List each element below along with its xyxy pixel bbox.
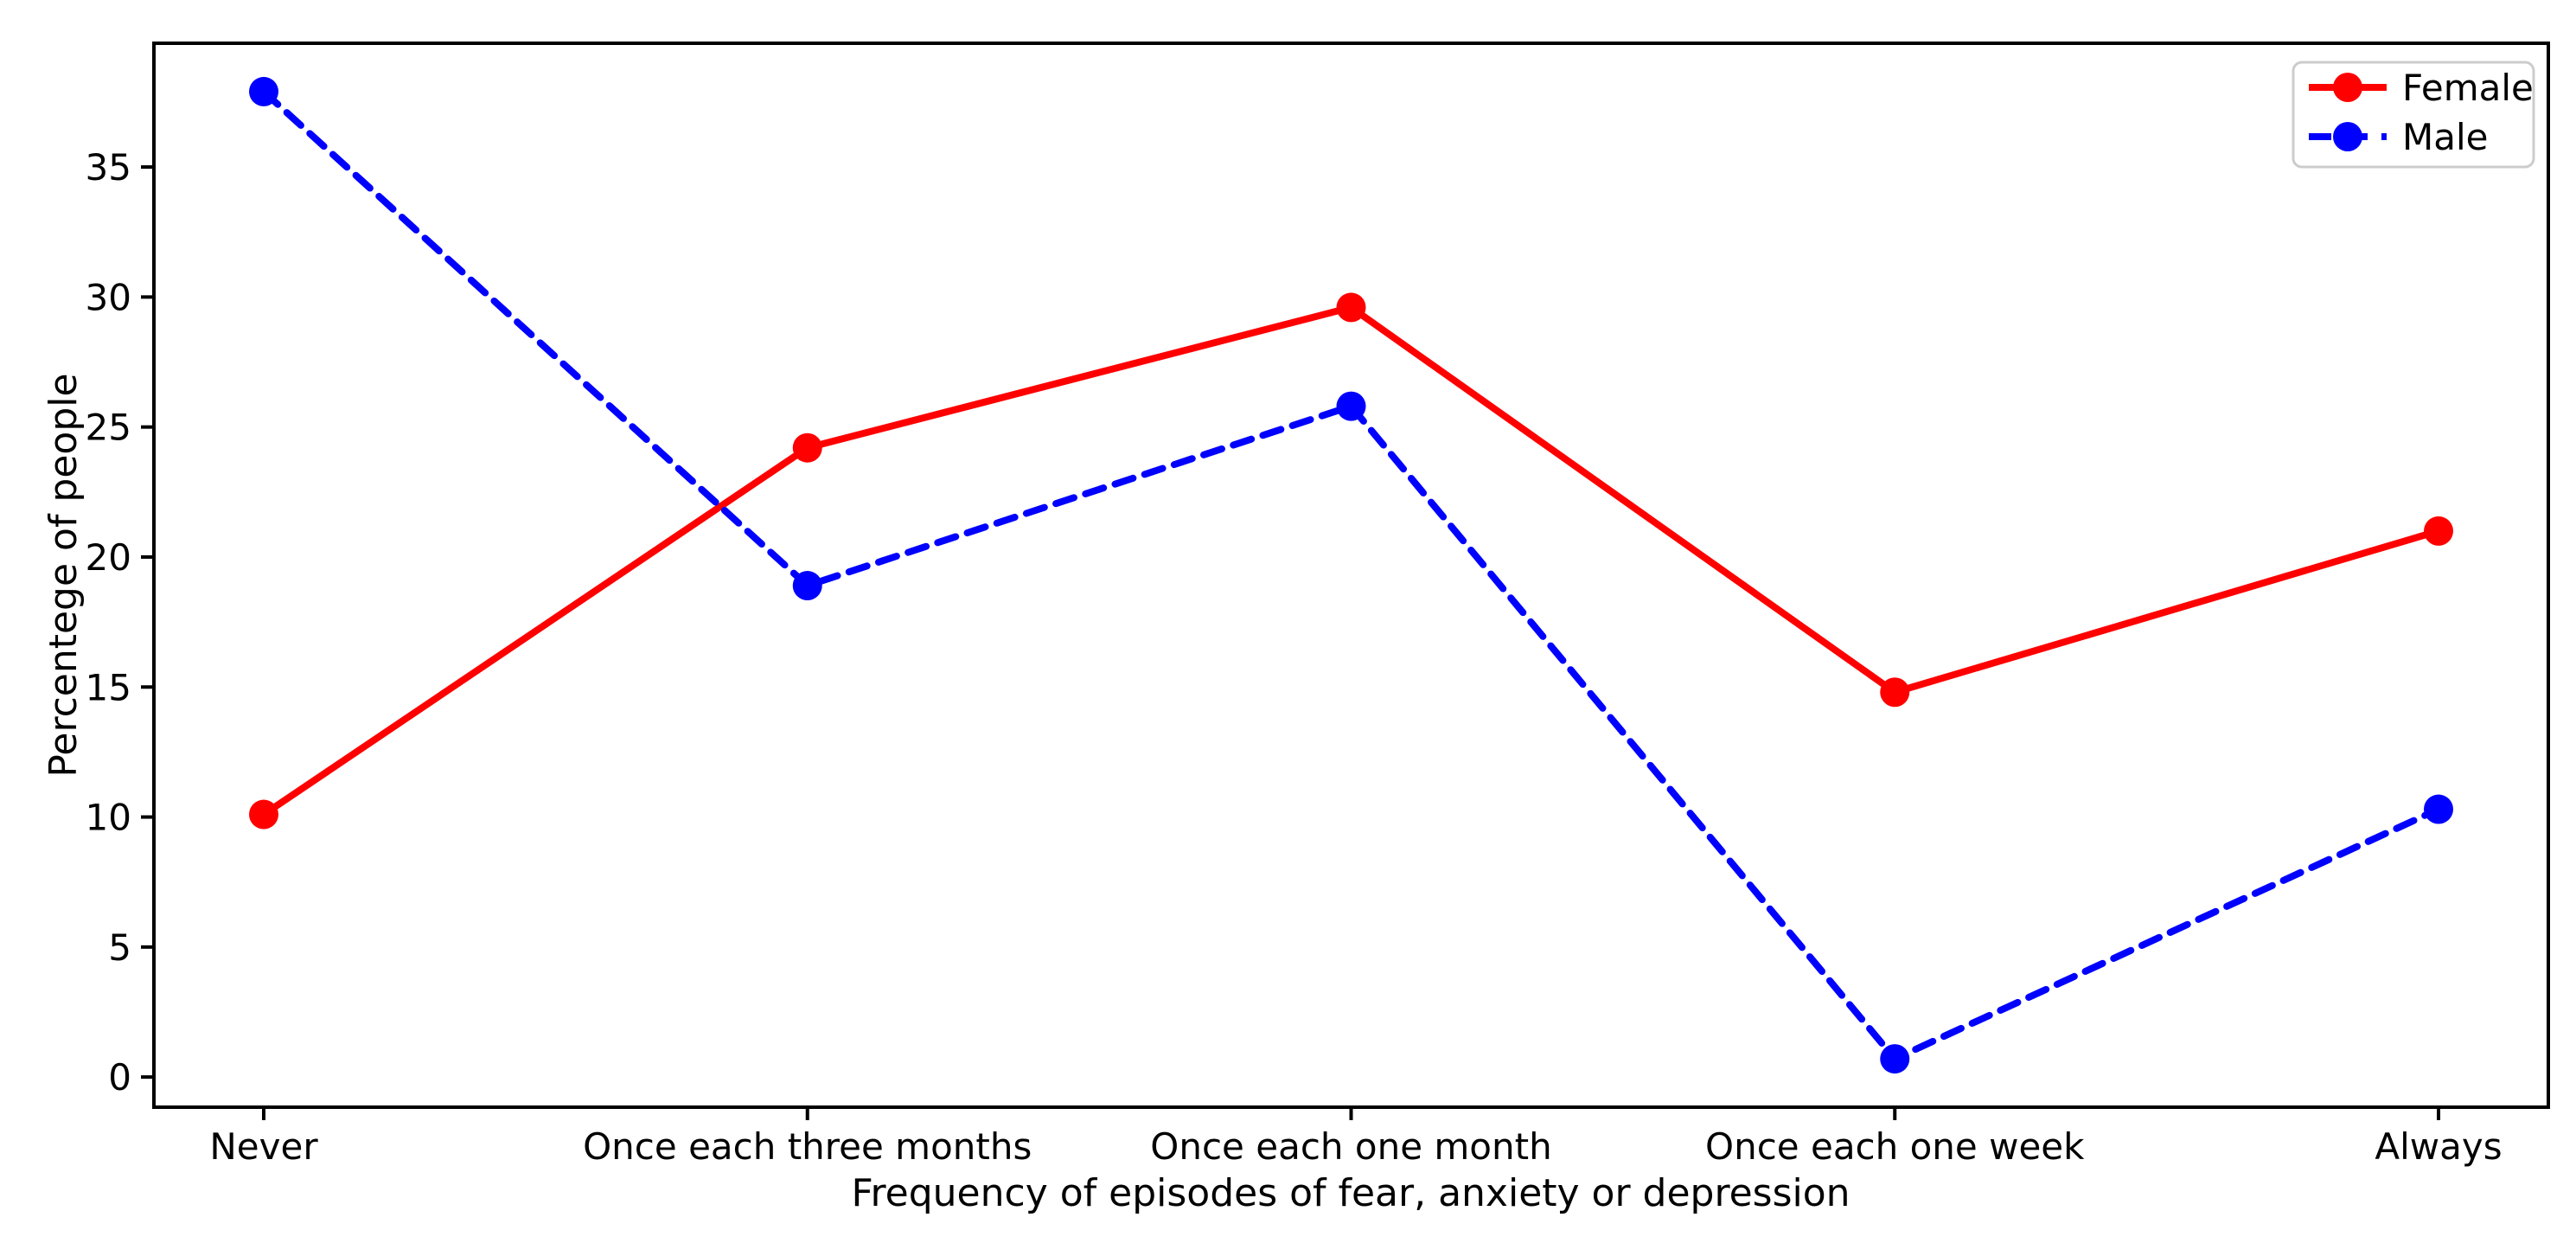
x-axis-title: Frequency of episodes of fear, anxiety o… xyxy=(851,1171,1850,1215)
y-tick-label: 15 xyxy=(86,666,131,708)
y-tick-label: 10 xyxy=(86,797,131,839)
legend-entry-male: Male xyxy=(2309,116,2488,158)
x-tick-label: Once each one week xyxy=(1705,1125,2085,1168)
y-axis-title: Percentege of people xyxy=(42,373,86,777)
x-tick-label: Never xyxy=(209,1125,318,1168)
x-tick-label: Once each one month xyxy=(1150,1125,1551,1168)
legend-label-female: Female xyxy=(2402,67,2534,109)
data-point-male xyxy=(792,571,822,601)
y-tick-label: 30 xyxy=(86,276,131,318)
y-tick-label: 25 xyxy=(86,407,131,449)
data-point-female xyxy=(2424,516,2453,546)
x-axis-ticks: Never Once each three months Once each one… xyxy=(209,1107,2502,1168)
data-point-female xyxy=(249,799,278,830)
data-point-male xyxy=(1336,391,1366,421)
data-point-female xyxy=(792,432,822,463)
y-axis-ticks: 0 5 10 15 20 25 30 35 xyxy=(86,146,154,1099)
series-line-male xyxy=(260,87,2442,1063)
data-point-female xyxy=(1336,292,1366,323)
x-tick-label: Always xyxy=(2375,1125,2502,1168)
legend-entry-female: Female xyxy=(2309,67,2534,109)
legend: Female Male xyxy=(2292,61,2535,169)
data-point-male xyxy=(2424,794,2453,824)
legend-marker-male xyxy=(2333,122,2362,151)
chart-series xyxy=(249,76,2453,1074)
x-tick-label: Once each three months xyxy=(583,1125,1032,1168)
data-point-male xyxy=(1880,1044,1910,1074)
legend-marker-female xyxy=(2333,73,2362,102)
y-tick-label: 35 xyxy=(86,146,131,189)
y-tick-label: 5 xyxy=(108,926,131,969)
plot-area-border xyxy=(152,42,2550,1109)
legend-label-male: Male xyxy=(2402,116,2488,158)
y-tick-label: 0 xyxy=(108,1056,131,1099)
data-point-female xyxy=(1880,677,1910,708)
y-tick-label: 20 xyxy=(86,536,131,579)
data-point-male xyxy=(249,76,278,106)
